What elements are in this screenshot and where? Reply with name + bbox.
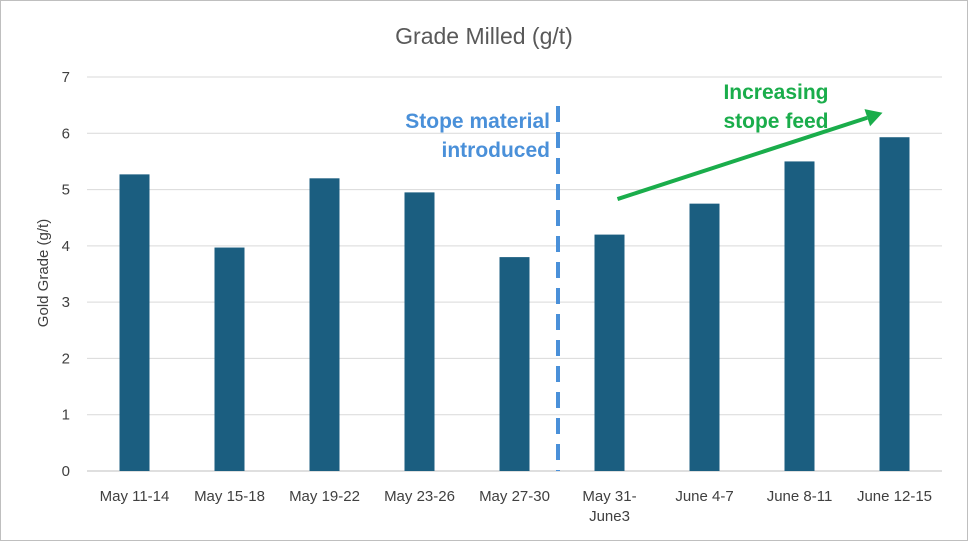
stope-material-annotation-line: Stope material [405,110,550,133]
bar [594,234,625,471]
x-category-label-line: May 27-30 [479,488,550,505]
x-category-label-line: June 8-11 [767,488,833,505]
stope-material-annotation-line: introduced [442,139,551,162]
x-category-label-line: June 12-15 [857,488,932,505]
y-axis-label: Gold Grade (g/t) [35,219,52,327]
x-category-label-line: May 11-14 [100,488,170,505]
increasing-stope-feed-annotation-line: stope feed [723,110,828,133]
bar [404,192,435,471]
x-category-label: May 23-26 [384,488,455,505]
x-category-label: June 8-11 [767,488,833,505]
bar [499,257,530,471]
bars [119,137,910,472]
x-category-label: May 27-30 [479,488,550,505]
y-tick-label: 0 [62,463,70,480]
x-category-label: May 31- June3 [582,488,636,525]
bar [879,137,910,471]
x-category-label: June 12-15 [857,488,932,505]
bar [784,161,815,471]
x-category-label: May 11-14 [100,488,170,505]
x-category-label: June 4-7 [675,488,733,505]
x-category-label-line: June 4-7 [675,488,733,505]
increasing-trend-arrow-shaft [616,115,868,201]
x-axis-categories: May 11-14 May 15-18 May 19-22 May 23-26 May … [100,488,932,525]
y-tick-label: 2 [62,350,70,367]
y-tick-label: 1 [62,407,70,424]
x-category-label-line: May 19-22 [289,488,360,505]
increasing-stope-feed-annotation-line: Increasing [723,81,828,104]
y-tick-label: 3 [62,294,70,311]
chart-title: Grade Milled (g/t) [395,23,573,49]
x-category-label-line: May 23-26 [384,488,455,505]
x-category-label: May 15-18 [194,488,265,505]
bar [119,174,150,472]
increasing-trend-arrow-head [864,109,883,127]
annotations: Stope material introduced Increasing stope … [405,81,883,471]
y-tick-label: 5 [62,182,70,199]
x-category-label-line: May 31- [582,488,636,505]
y-tick-label: 6 [62,125,70,142]
x-category-label-line: May 15-18 [194,488,265,505]
bar [214,247,245,471]
bar [309,178,340,472]
bar [689,203,720,471]
x-category-label: May 19-22 [289,488,360,505]
x-category-label-line: June3 [589,508,630,525]
y-tick-label: 4 [62,238,70,255]
y-axis-ticks: 0 1 2 3 4 5 6 7 [62,69,70,480]
y-tick-label: 7 [62,69,70,86]
